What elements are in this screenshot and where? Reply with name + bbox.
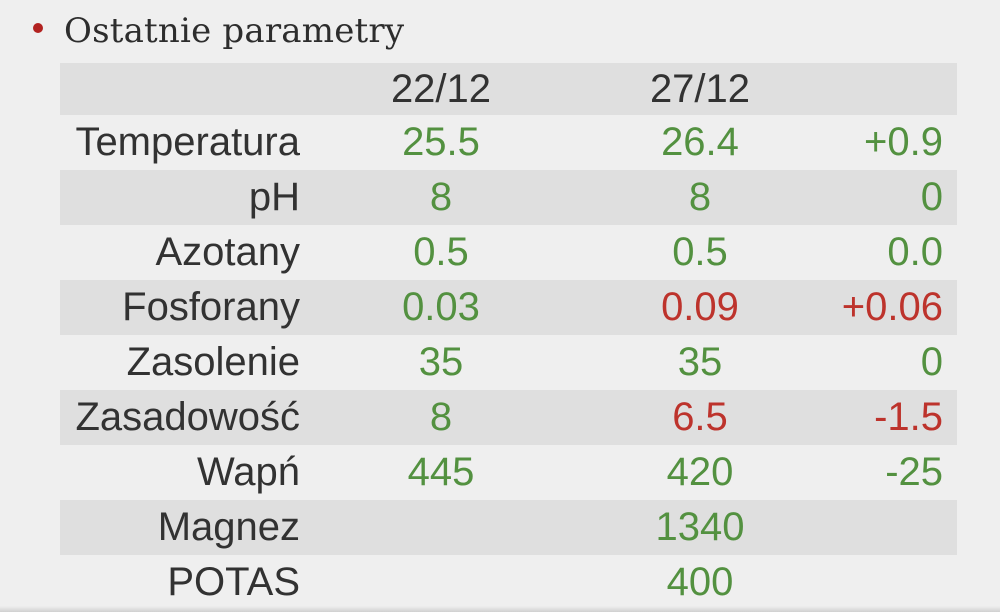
list-bullet-icon: [33, 23, 43, 33]
table-row: Magnez 1340: [60, 500, 957, 555]
value-diff: [818, 500, 957, 555]
value-col1: 35: [418, 340, 464, 384]
param-label: Magnez: [157, 505, 300, 549]
table-row: Azotany 0.5 0.5 0.0: [60, 225, 957, 280]
value-col1: 25.5: [402, 120, 480, 164]
value-col2: 26.4: [661, 120, 739, 164]
header-diff-cell: [818, 63, 957, 115]
table-header-row: 22/12 27/12: [60, 63, 957, 115]
parameters-table: 22/12 27/12 Temperatura 25.5 26.4 +0.9 p…: [60, 63, 957, 610]
value-col2: 0.5: [672, 230, 728, 274]
param-label: Temperatura: [75, 120, 300, 164]
value-col2: 6.5: [672, 395, 728, 439]
value-col2: 8: [688, 175, 712, 219]
value-col2: 0.09: [661, 285, 739, 329]
page-title-row: Ostatnie parametry: [33, 0, 404, 62]
value-diff: +0.06: [841, 285, 943, 329]
page-title: Ostatnie parametry: [64, 11, 405, 51]
value-diff: -1.5: [874, 395, 943, 439]
table-row: Temperatura 25.5 26.4 +0.9: [60, 115, 957, 170]
param-label: Zasolenie: [126, 340, 300, 384]
value-col2: 35: [677, 340, 723, 384]
param-label: Azotany: [155, 230, 300, 274]
table-row: Wapń 445 420 -25: [60, 445, 957, 500]
value-col1: 8: [429, 395, 453, 439]
table-row: pH 8 8 0: [60, 170, 957, 225]
value-col1: [300, 555, 582, 610]
value-diff: +0.9: [864, 120, 943, 164]
param-label: Wapń: [196, 450, 300, 494]
table-row: POTAS 400: [60, 555, 957, 610]
table-row: Fosforany 0.03 0.09 +0.06: [60, 280, 957, 335]
table-row: Zasolenie 35 35 0: [60, 335, 957, 390]
value-col2: 420: [666, 450, 734, 494]
table-row: Zasadowość 8 6.5 -1.5: [60, 390, 957, 445]
value-diff: -25: [885, 450, 943, 494]
param-label: Fosforany: [122, 285, 300, 329]
param-label: Zasadowość: [75, 395, 300, 439]
value-diff: 0: [920, 175, 943, 219]
value-col1: 445: [407, 450, 475, 494]
header-date-2: 27/12: [649, 67, 751, 111]
param-label: POTAS: [167, 560, 300, 604]
value-col1: 0.5: [413, 230, 469, 274]
value-col1: 0.03: [402, 285, 480, 329]
value-diff: 0.0: [887, 230, 943, 274]
header-empty-cell: [60, 63, 300, 115]
header-date-1: 22/12: [390, 67, 492, 111]
value-diff: 0: [920, 340, 943, 384]
value-diff: [818, 555, 957, 610]
value-col1: 8: [429, 175, 453, 219]
value-col2: 400: [666, 560, 734, 604]
param-label: pH: [248, 175, 300, 219]
value-col1: [300, 500, 582, 555]
value-col2: 1340: [655, 505, 745, 549]
